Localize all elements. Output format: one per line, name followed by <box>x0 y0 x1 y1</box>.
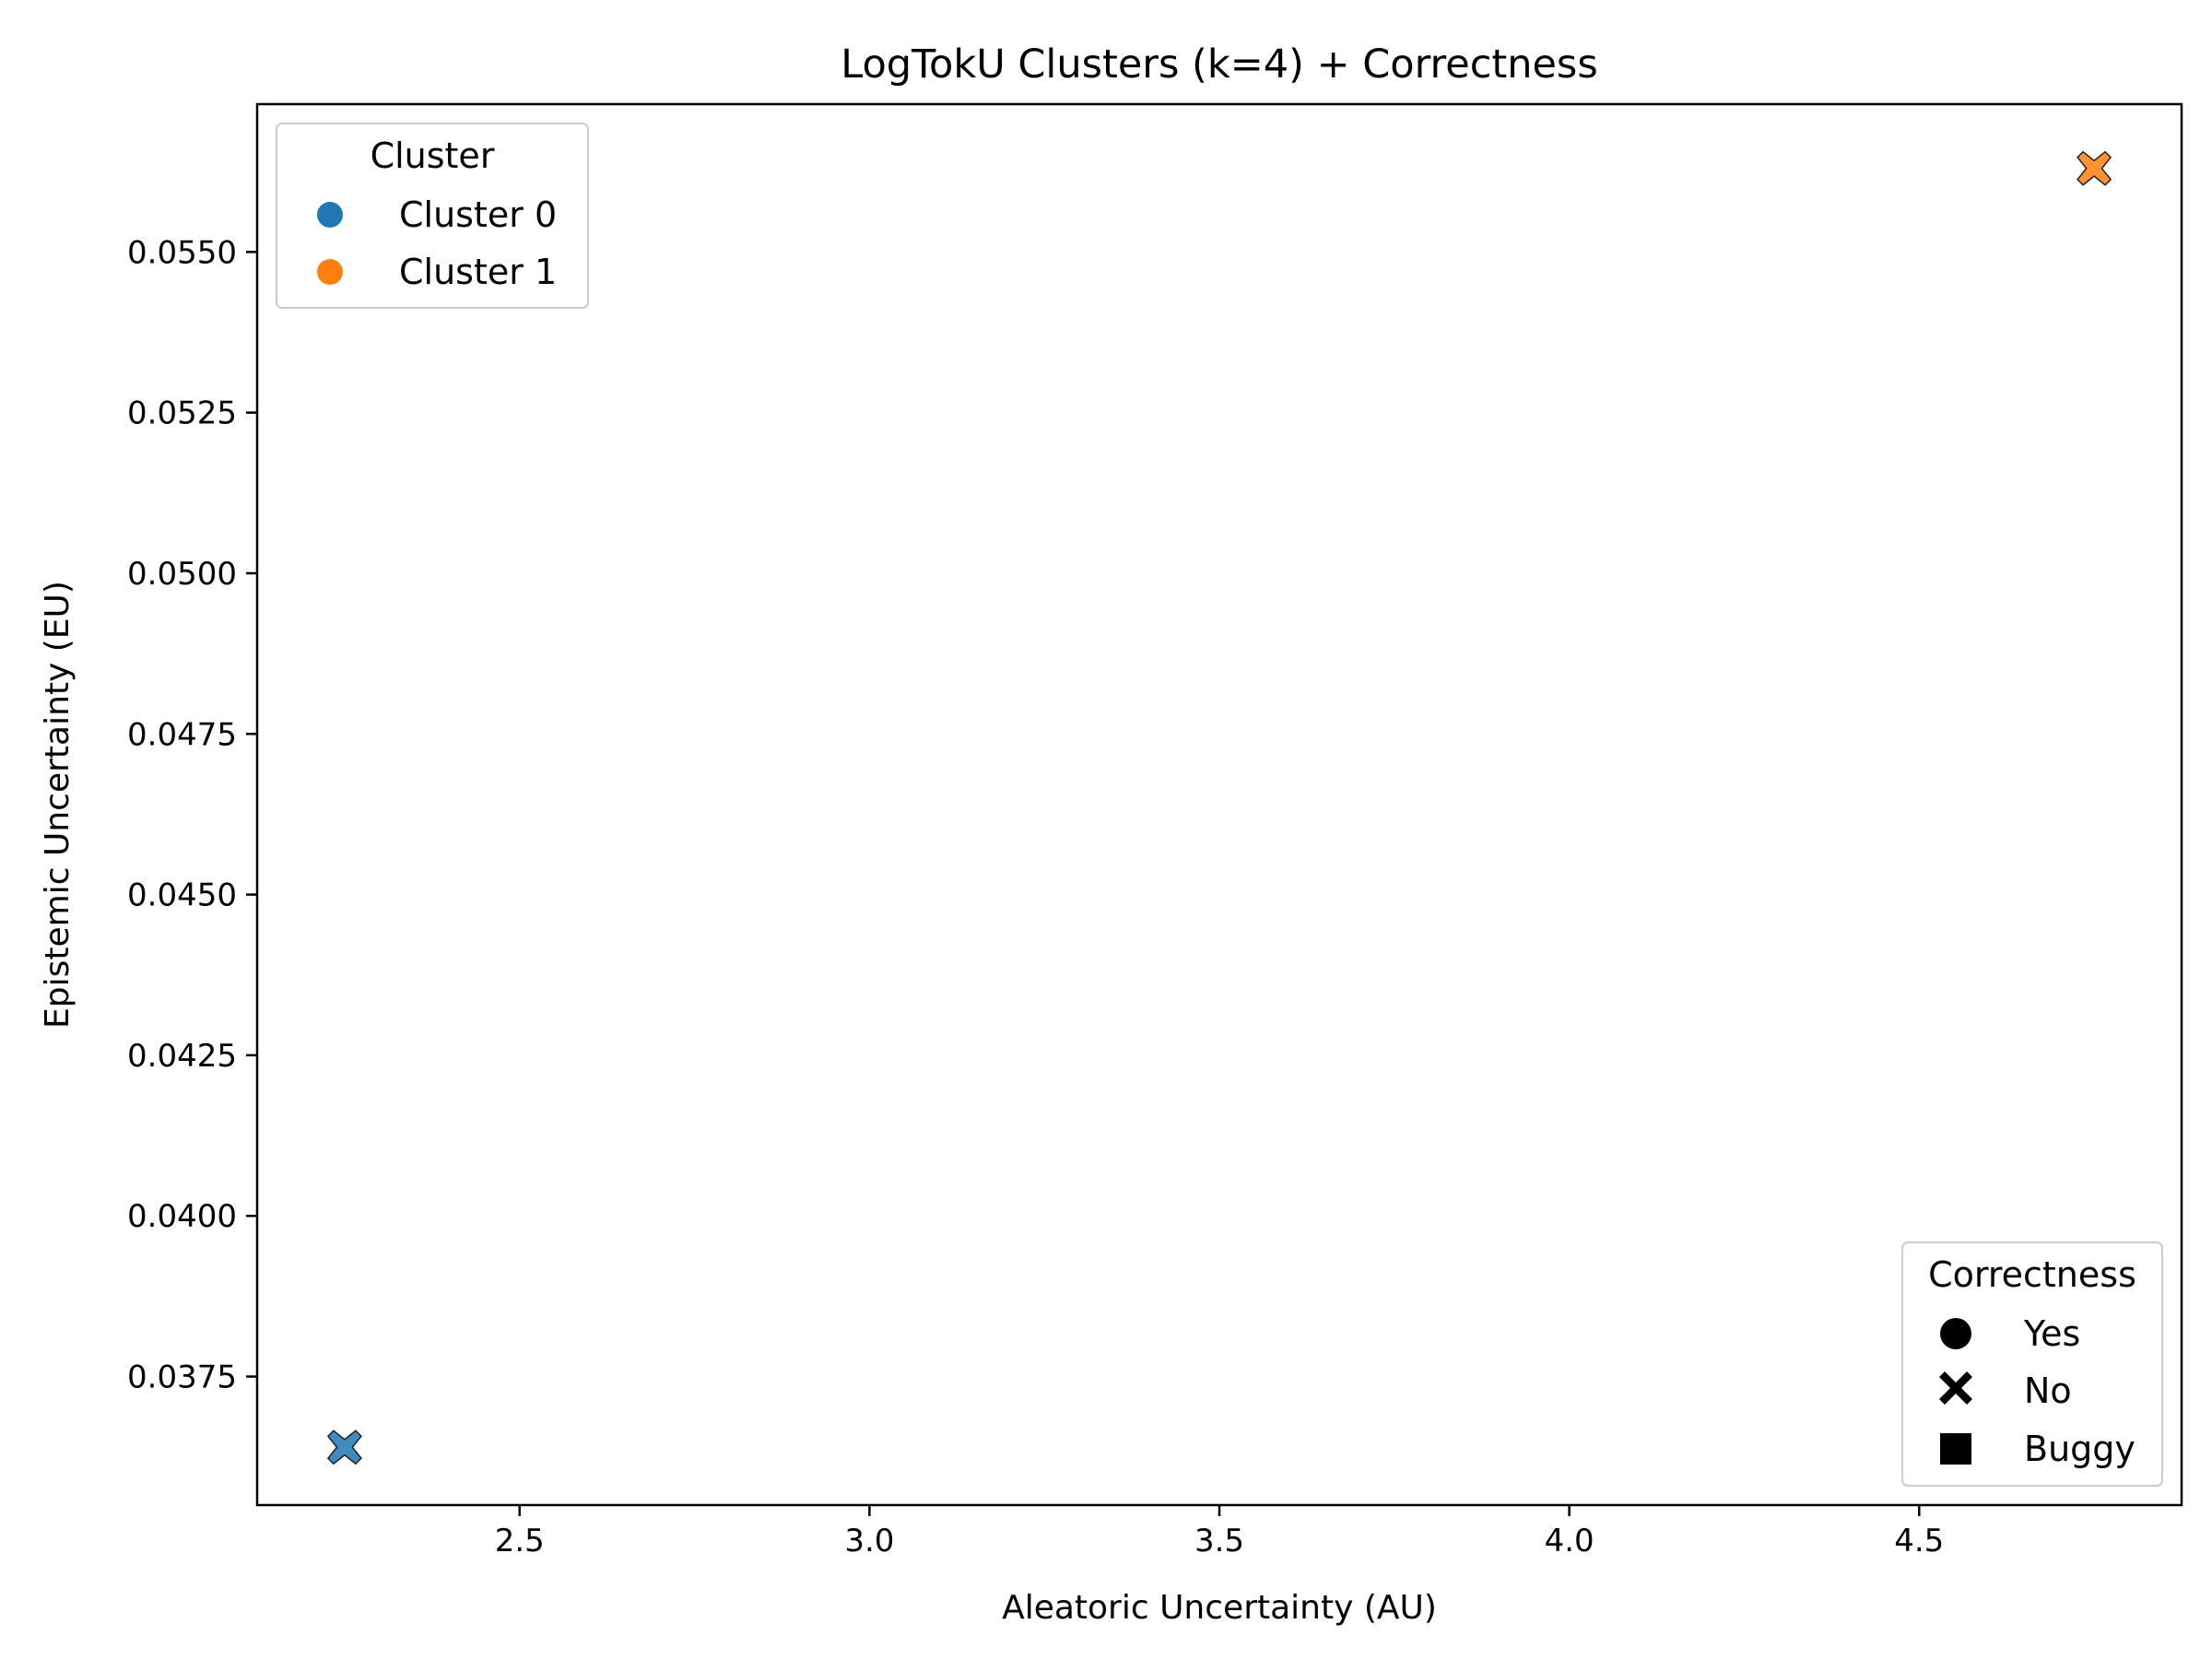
y-tick-label: 0.0425 <box>127 1038 237 1075</box>
y-tick-label: 0.0500 <box>127 556 237 593</box>
correctness-no-legend-marker <box>1939 1371 1972 1405</box>
x-tick-label: 3.5 <box>1194 1523 1244 1559</box>
y-axis-label: Epistemic Uncertainty (EU) <box>39 581 76 1029</box>
x-tick-label: 4.5 <box>1894 1523 1944 1559</box>
x-tick-label: 3.0 <box>844 1523 894 1559</box>
correctness-no-legend-label: No <box>2024 1371 2072 1411</box>
cluster-0-legend-marker <box>317 202 343 228</box>
y-axis-ticks: 0.0375 0.0400 0.0425 0.0450 0.0475 0.0500 0.05… <box>127 234 257 1396</box>
correctness-legend: Correctness Yes No Buggy <box>1901 1241 2163 1487</box>
cluster-0-legend-label: Cluster 0 <box>399 194 557 235</box>
correctness-yes-legend-marker <box>1940 1318 1971 1349</box>
x-tick-label: 2.5 <box>495 1523 545 1559</box>
cluster-legend-box <box>276 123 589 309</box>
correctness-buggy-legend-marker <box>1940 1433 1971 1465</box>
plot-area-frame <box>255 102 2183 1507</box>
data-points <box>326 150 2112 1465</box>
cluster-1-legend-label: Cluster 1 <box>399 252 557 292</box>
cluster-legend: Cluster Cluster 0 Cluster 1 <box>276 123 589 309</box>
correctness-legend-box <box>1901 1241 2163 1487</box>
correctness-yes-legend-label: Yes <box>2023 1313 2080 1354</box>
cluster-1-legend-marker <box>317 259 343 285</box>
data-point-1 <box>2077 150 2112 186</box>
chart-title: LogTokU Clusters (k=4) + Correctness <box>841 41 1597 88</box>
y-tick-label: 0.0475 <box>127 716 237 753</box>
x-axis-ticks: 2.5 3.0 3.5 4.0 4.5 <box>495 1505 1944 1559</box>
y-tick-label: 0.0450 <box>127 877 237 914</box>
x-tick-label: 4.0 <box>1545 1523 1594 1559</box>
y-tick-label: 0.0375 <box>127 1359 237 1396</box>
y-tick-label: 0.0400 <box>127 1198 237 1235</box>
y-tick-label: 0.0525 <box>127 395 237 432</box>
correctness-buggy-legend-label: Buggy <box>2024 1429 2136 1469</box>
data-point-0 <box>326 1430 362 1465</box>
correctness-legend-title: Correctness <box>1928 1254 2136 1295</box>
y-tick-label: 0.0550 <box>127 234 237 271</box>
x-axis-label: Aleatoric Uncertainty (AU) <box>1002 1589 1437 1627</box>
cluster-legend-title: Cluster <box>371 135 495 176</box>
